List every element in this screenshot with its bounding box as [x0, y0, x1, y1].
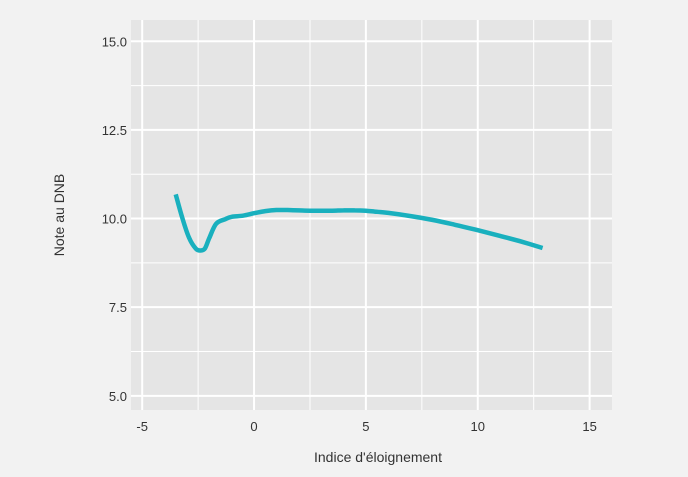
y-tick-labels: 5.0 7.5 10.0 12.5 15.0: [102, 34, 127, 404]
x-tick-label: -5: [136, 419, 148, 434]
x-tick-labels: -5 0 5 10 15: [136, 419, 596, 434]
y-tick-label: 5.0: [109, 389, 127, 404]
y-tick-label: 12.5: [102, 123, 127, 138]
series-line: [173, 193, 544, 253]
x-tick-label: 0: [250, 419, 257, 434]
series-layer: [173, 193, 544, 253]
y-tick-label: 10.0: [102, 212, 127, 227]
x-tick-label: 10: [471, 419, 485, 434]
x-tick-label: 15: [582, 419, 596, 434]
x-axis-label: Indice d'éloignement: [314, 449, 442, 465]
y-tick-label: 7.5: [109, 300, 127, 315]
x-tick-label: 5: [362, 419, 369, 434]
y-axis-label: Note au DNB: [51, 174, 67, 256]
plot-panel: [131, 20, 612, 410]
y-tick-label: 15.0: [102, 34, 127, 49]
